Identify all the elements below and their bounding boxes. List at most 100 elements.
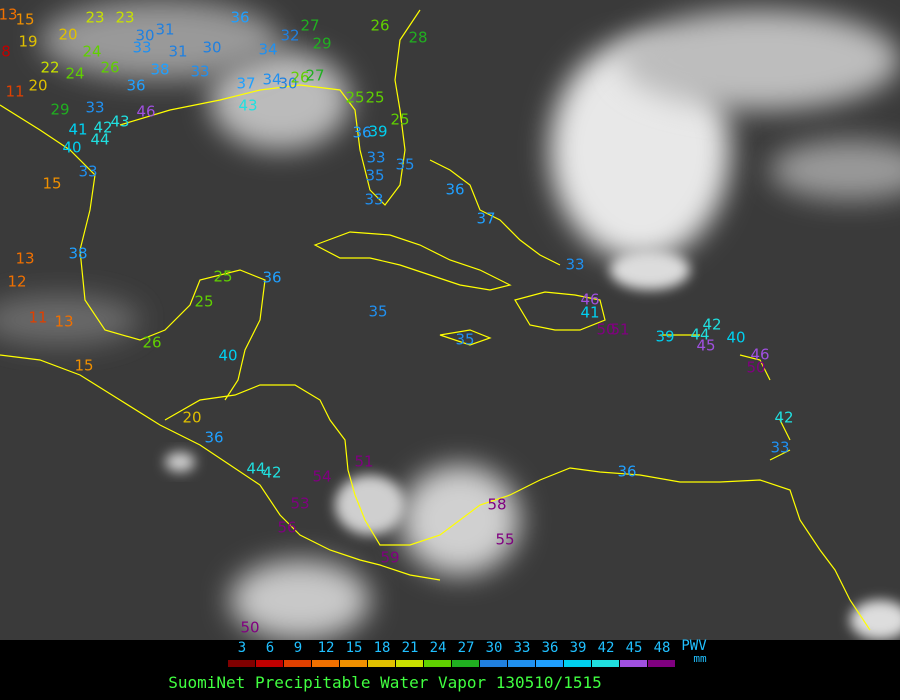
station-pwv: 42 [774, 409, 793, 427]
station-pwv: 15 [42, 175, 61, 193]
station-pwv: 43 [238, 97, 257, 115]
station-pwv: 51 [354, 453, 373, 471]
station-pwv: 35 [395, 156, 414, 174]
station-pwv: 34 [258, 41, 277, 59]
station-pwv: 25 [213, 268, 232, 286]
station-pwv: 42 [262, 464, 281, 482]
legend-swatch [340, 660, 367, 667]
station-pwv: 33 [85, 99, 104, 117]
station-pwv: 12 [7, 273, 26, 291]
legend-swatch [564, 660, 591, 667]
station-pwv: 53 [290, 495, 309, 513]
station-pwv: 42 [93, 119, 112, 137]
station-pwv: 11 [5, 83, 24, 101]
station-pwv: 25 [345, 89, 364, 107]
legend-swatch [508, 660, 535, 667]
legend-swatch [312, 660, 339, 667]
station-pwv: 15 [74, 357, 93, 375]
legend-label: 21 [402, 640, 419, 656]
station-pwv: 36 [126, 77, 145, 95]
station-pwv: 30 [135, 27, 154, 45]
station-pwv: 59 [380, 549, 399, 567]
station-pwv: 35 [368, 303, 387, 321]
legend-swatch [424, 660, 451, 667]
station-pwv: 30 [202, 39, 221, 57]
station-pwv: 50 [240, 619, 259, 637]
station-pwv: 23 [85, 9, 104, 27]
station-pwv: 46 [750, 346, 769, 364]
legend-label: 45 [626, 640, 643, 656]
station-pwv: 50 [746, 359, 765, 377]
station-pwv: 43 [110, 113, 129, 131]
station-pwv: 44 [690, 326, 709, 344]
legend-label: 3 [238, 640, 246, 656]
station-pwv: 41 [68, 121, 87, 139]
station-pwv: 24 [82, 43, 101, 61]
station-pwv: 29 [312, 35, 331, 53]
legend-swatch [452, 660, 479, 667]
legend-label: 36 [542, 640, 559, 656]
legend-swatch [620, 660, 647, 667]
station-pwv: 25 [365, 89, 384, 107]
station-pwv: 36 [352, 124, 371, 142]
station-pwv: 40 [218, 347, 237, 365]
clouds [0, 0, 900, 640]
legend-label: 18 [374, 640, 391, 656]
legend-unit: PWV [681, 638, 707, 654]
station-pwv: 42 [702, 316, 721, 334]
legend-label: 27 [458, 640, 475, 656]
station-pwv: 45 [696, 337, 715, 355]
station-pwv: 37 [476, 210, 495, 228]
station-pwv: 27 [305, 67, 324, 85]
legend-unit: mm [693, 652, 707, 665]
station-pwv: 23 [115, 9, 134, 27]
station-pwv: 39 [655, 328, 674, 346]
station-pwv: 54 [312, 468, 331, 486]
legend-label: 42 [598, 640, 615, 656]
legend-swatch [536, 660, 563, 667]
station-pwv: 28 [408, 29, 427, 47]
station-pwv: 26 [142, 334, 161, 352]
station-pwv: 29 [50, 101, 69, 119]
station-pwv: 50 [596, 321, 615, 339]
station-pwv: 31 [168, 43, 187, 61]
station-pwv: 36 [230, 9, 249, 27]
station-pwv: 15 [15, 11, 34, 29]
station-pwv: 36 [617, 463, 636, 481]
legend-swatch [592, 660, 619, 667]
legend-label: 33 [514, 640, 531, 656]
station-pwv: 37 [236, 75, 255, 93]
station-pwv: 20 [182, 409, 201, 427]
station-pwv: 25 [194, 293, 213, 311]
station-pwv: 56 [277, 519, 296, 537]
legend-panel [0, 640, 900, 700]
station-pwv: 51 [610, 321, 629, 339]
legend-label: 12 [318, 640, 335, 656]
station-pwv: 20 [58, 26, 77, 44]
station-pwv: 11 [28, 309, 47, 327]
legend-label: 30 [486, 640, 503, 656]
station-pwv: 33 [565, 256, 584, 274]
station-pwv: 33 [364, 191, 383, 209]
legend-swatch [284, 660, 311, 667]
legend-label: 9 [294, 640, 302, 656]
station-pwv: 27 [300, 17, 319, 35]
station-pwv: 20 [28, 77, 47, 95]
station-pwv: 46 [136, 103, 155, 121]
station-pwv: 55 [495, 531, 514, 549]
station-pwv: 8 [1, 43, 11, 61]
station-pwv: 19 [18, 33, 37, 51]
station-pwv: 24 [65, 65, 84, 83]
legend-label: 39 [570, 640, 587, 656]
station-pwv: 38 [68, 245, 87, 263]
legend-swatch [396, 660, 423, 667]
station-pwv: 40 [62, 139, 81, 157]
station-pwv: 46 [580, 291, 599, 309]
station-pwv: 36 [262, 269, 281, 287]
station-pwv: 33 [132, 39, 151, 57]
station-pwv: 26 [100, 59, 119, 77]
station-pwv: 33 [78, 163, 97, 181]
station-pwv: 22 [40, 59, 59, 77]
legend: PWV mm 3 6 9 12 15 18 21 24 27 30 33 36 39 42 45 48 [228, 638, 707, 667]
